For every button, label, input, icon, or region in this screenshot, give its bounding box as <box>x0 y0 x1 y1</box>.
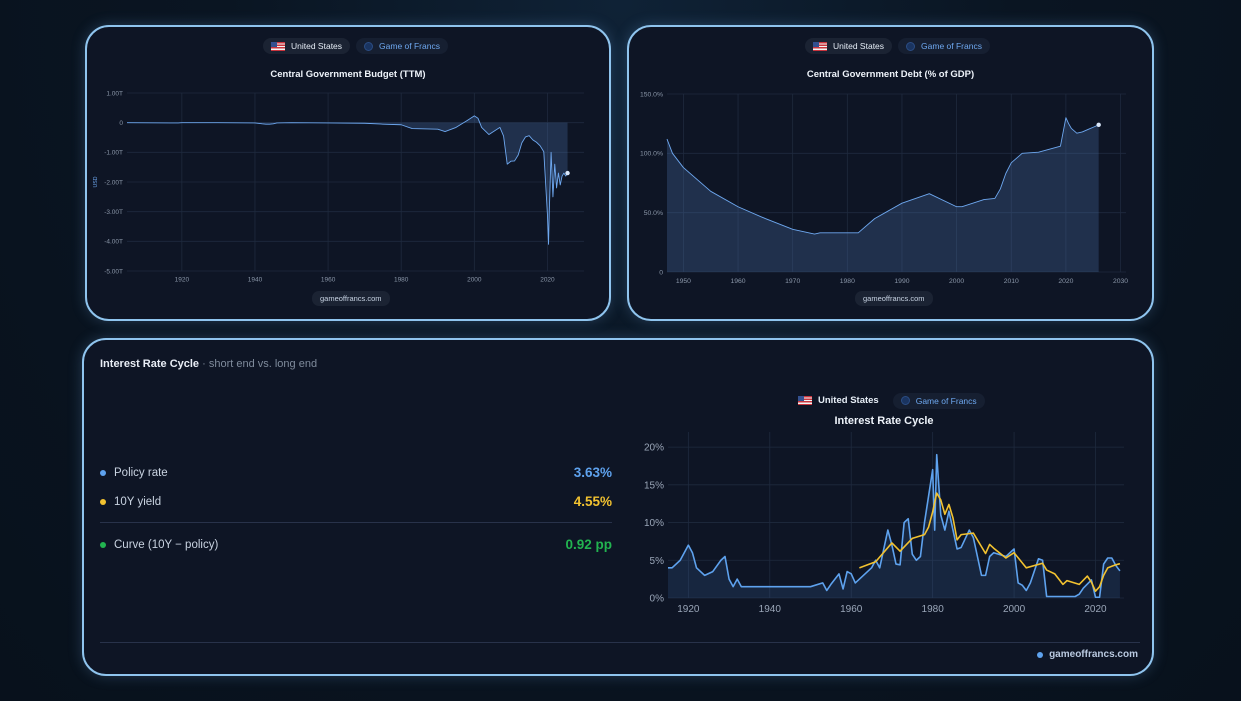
us-flag-icon <box>813 41 827 51</box>
debt-chart: 0 50.0% 100.0% 150.0% 1950 1960 1970 1980 1990 20… <box>640 91 1128 285</box>
metric-label: Curve (10Y − policy) <box>114 538 219 551</box>
y-tick-label: -1.00T <box>104 150 123 157</box>
yield-dot-icon <box>100 498 106 505</box>
x-tick-label: 1980 <box>394 277 409 284</box>
x-tick-label: 2020 <box>1058 278 1073 285</box>
y-tick-label: -2.00T <box>104 179 123 186</box>
metric-label: 10Y yield <box>114 495 162 508</box>
series-line-0 <box>126 115 568 245</box>
country-label: United States <box>833 41 885 51</box>
metric-value: 0.92 pp <box>565 537 612 552</box>
debt-url-badge[interactable]: gameoffrancs.com <box>855 291 933 306</box>
y-tick-label: 100.0% <box>640 151 663 158</box>
debt-chart-title: Central Government Debt (% of GDP) <box>806 69 975 80</box>
y-tick-label: 15% <box>644 480 664 491</box>
interest-rate-chart: 0% 5% 10% 15% 20% 1920 1940 1960 1980 2000 2020 <box>644 432 1124 615</box>
x-tick-label: 2000 <box>949 278 964 285</box>
brand-label: Game of Francs <box>921 41 982 51</box>
metric-policy-rate: Policy rate 3.63% <box>100 465 612 480</box>
y-tick-label: 50.0% <box>644 210 663 217</box>
x-tick-label: 1980 <box>922 604 945 615</box>
series-area-fill <box>668 454 1120 598</box>
series-area-fill <box>127 115 568 245</box>
series-area-fill <box>667 117 1099 272</box>
brand-logo-icon <box>906 41 916 51</box>
x-tick-label: 1940 <box>759 604 782 615</box>
y-axis-label: USD <box>93 176 99 187</box>
rates-header: Interest Rate Cycle · short end vs. long… <box>100 358 317 370</box>
x-tick-label: 1940 <box>248 277 263 284</box>
y-tick-label: 0% <box>650 594 665 605</box>
series-line-10y-yield <box>859 492 1121 593</box>
country-badge[interactable]: United States <box>805 38 893 54</box>
footer-url-text: gameoffrancs.com <box>1049 649 1138 660</box>
country-label: United States <box>818 395 879 406</box>
metric-curve: Curve (10Y − policy) 0.92 pp <box>100 537 612 552</box>
footer-url[interactable]: gameoffrancs.com <box>1037 649 1138 660</box>
x-tick-label: 2000 <box>1003 604 1026 615</box>
budget-url-badge[interactable]: gameoffrancs.com <box>312 291 390 306</box>
y-tick-label: 20% <box>644 443 664 454</box>
series-end-point <box>565 170 570 176</box>
rates-chart-title: Interest Rate Cycle <box>834 415 934 427</box>
x-tick-label: 2000 <box>467 277 482 284</box>
y-tick-label: -3.00T <box>104 209 123 216</box>
x-tick-label: 1960 <box>840 604 863 615</box>
brand-label: Game of Francs <box>915 395 977 406</box>
brand-badge[interactable]: Game of Francs <box>898 38 990 54</box>
x-tick-label: 1950 <box>676 278 691 285</box>
x-tick-label: 1990 <box>894 278 909 285</box>
budget-badges: United States Game of Francs <box>263 38 448 54</box>
y-tick-label: 150.0% <box>640 91 663 98</box>
brand-label: Game of Francs <box>379 41 440 51</box>
x-tick-label: 2010 <box>1004 278 1019 285</box>
series-end-point <box>1096 122 1101 128</box>
footer-dot-icon <box>1037 651 1044 658</box>
x-tick-label: 1970 <box>785 278 800 285</box>
y-tick-label: -4.00T <box>104 239 123 246</box>
metric-value: 3.63% <box>573 465 612 480</box>
y-tick-label: 0 <box>659 269 663 276</box>
footer-divider <box>100 642 1140 643</box>
x-tick-label: 2030 <box>1113 278 1128 285</box>
series-line-0 <box>666 117 1099 235</box>
y-tick-label: 0 <box>119 120 123 127</box>
rates-subtitle: · short end vs. long end <box>202 358 318 370</box>
x-tick-label: 1980 <box>840 278 855 285</box>
brand-logo-icon <box>900 396 910 405</box>
y-tick-label: 1.00T <box>106 90 123 97</box>
x-tick-label: 1960 <box>730 278 745 285</box>
metric-value: 4.55% <box>573 494 612 509</box>
curve-dot-icon <box>100 541 106 548</box>
metric-label: Policy rate <box>114 466 168 479</box>
policy-rate-dot-icon <box>100 469 106 476</box>
debt-badges: United States Game of Francs <box>805 38 990 54</box>
rates-badges: United States Game of Francs <box>790 392 985 409</box>
series-line-policy-rate <box>668 453 1121 599</box>
x-tick-label: 1920 <box>175 277 190 284</box>
y-tick-label: 10% <box>644 518 664 529</box>
us-flag-icon <box>798 396 812 405</box>
metrics-divider <box>100 522 612 523</box>
y-tick-label: -5.00T <box>104 268 123 275</box>
brand-badge[interactable]: Game of Francs <box>356 38 448 54</box>
metric-10y-yield: 10Y yield 4.55% <box>100 494 612 509</box>
country-badge[interactable]: United States <box>790 392 887 409</box>
country-label: United States <box>291 41 343 51</box>
us-flag-icon <box>271 41 285 51</box>
budget-chart-title: Central Government Budget (TTM) <box>270 69 426 80</box>
budget-chart-card: United States Game of Francs Central Gov… <box>85 25 611 321</box>
budget-chart: 1.00T 0 -1.00T -2.00T -3.00T -4.00T -5.00T 1920… <box>93 90 584 284</box>
brand-logo-icon <box>364 41 374 51</box>
x-tick-label: 1920 <box>677 604 700 615</box>
rates-title: Interest Rate Cycle <box>100 358 200 370</box>
interest-rate-card: Interest Rate Cycle · short end vs. long… <box>82 338 1154 676</box>
debt-chart-card: United States Game of Francs Central Gov… <box>627 25 1154 321</box>
y-tick-label: 5% <box>650 556 665 567</box>
brand-badge[interactable]: Game of Francs <box>892 392 985 409</box>
x-tick-label: 2020 <box>540 277 555 284</box>
country-badge[interactable]: United States <box>263 38 351 54</box>
x-tick-label: 1960 <box>321 277 336 284</box>
x-tick-label: 2020 <box>1084 604 1107 615</box>
